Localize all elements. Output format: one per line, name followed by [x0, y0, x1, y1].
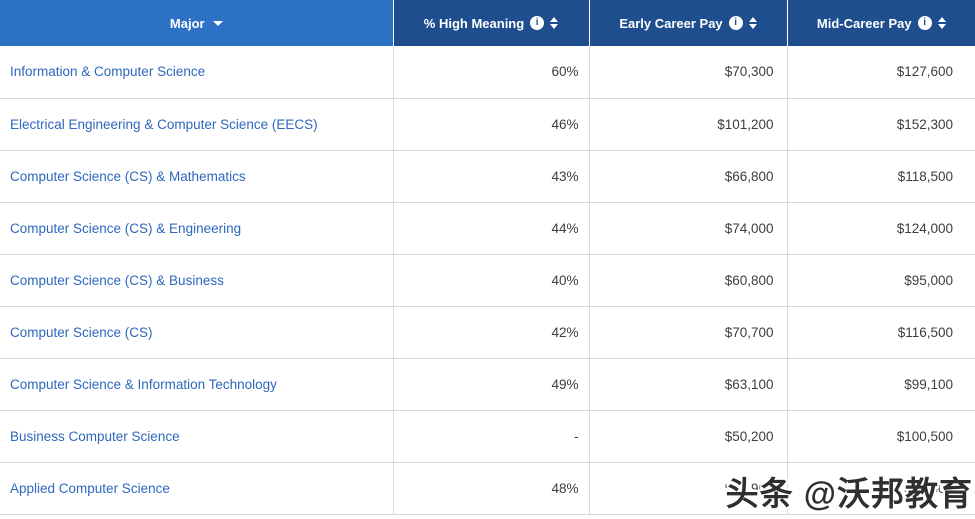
cell-high-meaning: 44% [392, 202, 589, 255]
major-link[interactable]: Computer Science (CS) & Business [10, 272, 224, 288]
column-header-mid-career-pay[interactable]: Mid-Career Pay i [786, 0, 975, 46]
table-body: Information & Computer Science 60% $70,3… [0, 46, 975, 515]
major-link[interactable]: Computer Science (CS) [10, 324, 153, 340]
table-row: Information & Computer Science 60% $70,3… [0, 46, 975, 99]
cell-mid-career-pay: $118,500 [786, 150, 975, 203]
cell-early-career-pay: $62,900 [588, 462, 787, 515]
major-link[interactable]: Applied Computer Science [10, 480, 170, 496]
cell-major: Computer Science (CS) [0, 306, 393, 359]
major-link[interactable]: Business Computer Science [10, 428, 180, 444]
cell-mid-career-pay: $100,500 [786, 410, 975, 463]
cell-high-meaning: 42% [392, 306, 589, 359]
cell-major: Information & Computer Science [0, 46, 393, 99]
cell-high-meaning: 60% [392, 46, 589, 99]
cell-high-meaning: 48% [392, 462, 589, 515]
cell-mid-career-pay: $99,100 [786, 358, 975, 411]
column-label-major: Major [169, 15, 205, 31]
cell-early-career-pay: $74,000 [588, 202, 787, 255]
major-link[interactable]: Computer Science & Information Technolog… [10, 376, 277, 392]
cell-high-meaning: - [392, 410, 589, 463]
cell-early-career-pay: $60,800 [588, 254, 787, 307]
table-row: Computer Science (CS) & Business 40% $60… [0, 254, 975, 307]
cell-major: Computer Science & Information Technolog… [0, 358, 393, 411]
sort-toggle-icon[interactable] [550, 17, 559, 29]
table-row: Electrical Engineering & Computer Scienc… [0, 98, 975, 151]
table-row: Computer Science (CS) & Engineering 44% … [0, 202, 975, 255]
cell-major: Business Computer Science [0, 410, 393, 463]
cell-major: Electrical Engineering & Computer Scienc… [0, 98, 393, 151]
info-icon[interactable]: i [530, 16, 545, 30]
info-icon[interactable]: i [917, 16, 932, 30]
header-row: Major % High Meaning i Early Career Pay … [0, 0, 975, 46]
sort-desc-icon [212, 20, 223, 26]
info-icon[interactable]: i [728, 16, 743, 30]
cell-early-career-pay: $70,300 [588, 46, 787, 99]
cell-major: Computer Science (CS) & Engineering [0, 202, 393, 255]
table-header: Major % High Meaning i Early Career Pay … [0, 0, 975, 46]
column-label-early-career-pay: Early Career Pay [619, 15, 723, 31]
column-label-high-meaning: % High Meaning [423, 15, 525, 31]
table-row: Business Computer Science - $50,200 $100… [0, 410, 975, 463]
major-link[interactable]: Computer Science (CS) & Engineering [10, 220, 242, 236]
cell-early-career-pay: $101,200 [588, 98, 787, 151]
cell-early-career-pay: $50,200 [588, 410, 787, 463]
table-row: Computer Science & Information Technolog… [0, 358, 975, 411]
cell-mid-career-pay: $116,500 [786, 306, 975, 359]
cell-mid-career-pay: $124,000 [786, 202, 975, 255]
cell-high-meaning: 40% [392, 254, 589, 307]
cell-early-career-pay: $63,100 [588, 358, 787, 411]
table-row: Computer Science (CS) & Mathematics 43% … [0, 150, 975, 203]
column-header-high-meaning[interactable]: % High Meaning i [392, 0, 589, 46]
cell-mid-career-pay: $98,800 [786, 462, 975, 515]
table-row: Applied Computer Science 48% $62,900 $98… [0, 462, 975, 515]
column-header-major[interactable]: Major [0, 0, 393, 46]
cell-major: Computer Science (CS) & Mathematics [0, 150, 393, 203]
sort-toggle-icon[interactable] [937, 17, 946, 29]
cell-high-meaning: 46% [392, 98, 589, 151]
cell-major: Computer Science (CS) & Business [0, 254, 393, 307]
cell-early-career-pay: $66,800 [588, 150, 787, 203]
cell-mid-career-pay: $127,600 [786, 46, 975, 99]
major-link[interactable]: Electrical Engineering & Computer Scienc… [10, 116, 318, 132]
sort-toggle-icon[interactable] [748, 17, 757, 29]
cell-high-meaning: 49% [392, 358, 589, 411]
cell-high-meaning: 43% [392, 150, 589, 203]
cell-early-career-pay: $70,700 [588, 306, 787, 359]
cell-major: Applied Computer Science [0, 462, 393, 515]
column-label-mid-career-pay: Mid-Career Pay [816, 15, 912, 31]
cell-mid-career-pay: $152,300 [786, 98, 975, 151]
major-link[interactable]: Computer Science (CS) & Mathematics [10, 168, 246, 184]
column-header-early-career-pay[interactable]: Early Career Pay i [588, 0, 787, 46]
table-row: Computer Science (CS) 42% $70,700 $116,5… [0, 306, 975, 359]
major-link[interactable]: Information & Computer Science [10, 64, 206, 80]
cell-mid-career-pay: $95,000 [786, 254, 975, 307]
